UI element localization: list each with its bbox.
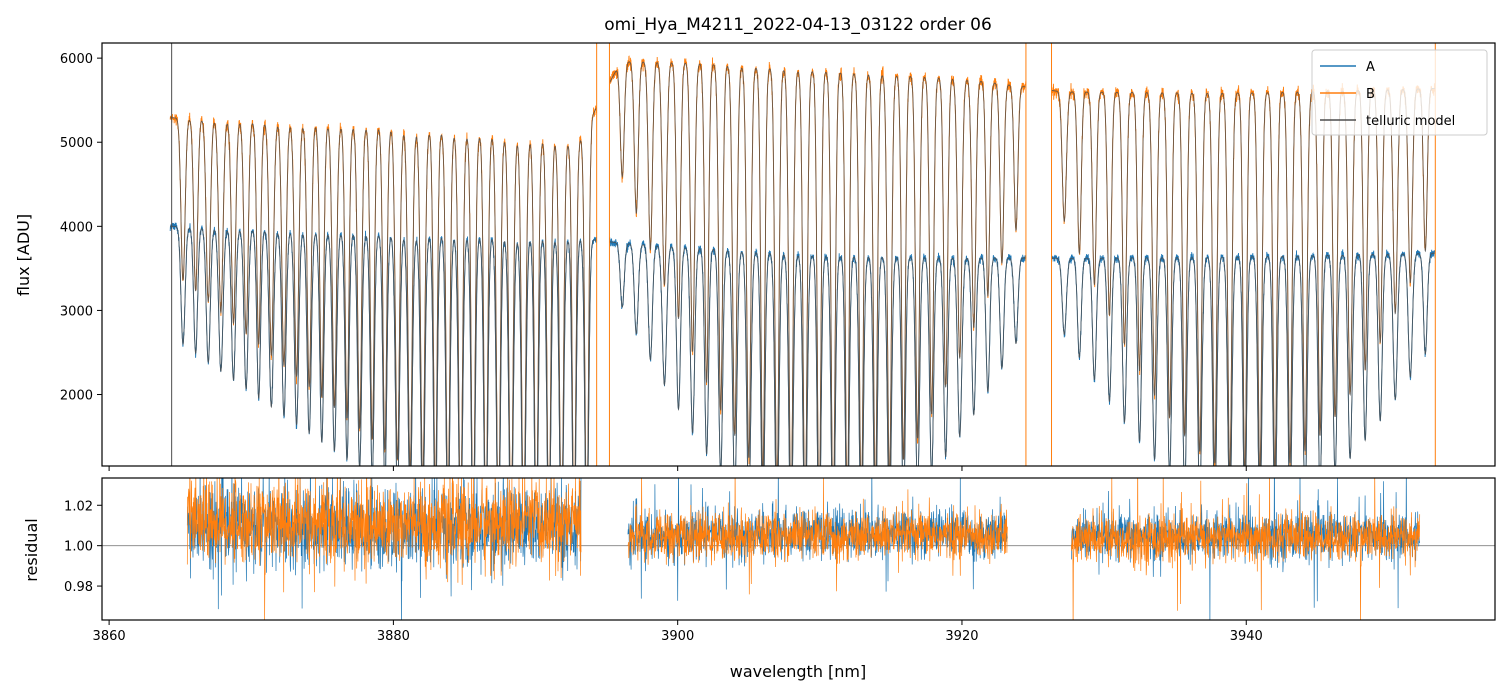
telluric-model-a-line bbox=[170, 225, 597, 466]
top-plot-area bbox=[169, 43, 1436, 466]
telluric-model-a-line bbox=[609, 241, 1026, 466]
top-y-axis-label: flux [ADU] bbox=[14, 214, 33, 296]
legend-box bbox=[1311, 49, 1488, 136]
residual-b-line bbox=[186, 478, 582, 620]
bottom-x-tick-label: 3880 bbox=[377, 629, 410, 644]
top-y-tick-label: 2000 bbox=[60, 389, 93, 404]
residual-b-line bbox=[1071, 478, 1421, 620]
bottom-x-tick-label: 3940 bbox=[1230, 629, 1263, 644]
bottom-x-tick-label: 3900 bbox=[661, 629, 694, 644]
bottom-y-tick-label: 1.00 bbox=[64, 540, 93, 555]
bottom-y-tick-label: 1.02 bbox=[64, 499, 93, 514]
legend-label-telluric: telluric model bbox=[1366, 114, 1455, 129]
bottom-axes: 3860 3880 3900 3920 3940 0.98 1.00 1.02 bbox=[64, 499, 1263, 644]
top-y-tick-label: 5000 bbox=[60, 136, 93, 151]
telluric-model-a-line bbox=[1051, 252, 1436, 466]
legend-label-b: B bbox=[1366, 87, 1375, 102]
bottom-plot-area bbox=[102, 478, 1495, 620]
telluric-model-b-line bbox=[170, 107, 597, 466]
legend: A B telluric model bbox=[1311, 49, 1488, 136]
bottom-x-tick-label: 3860 bbox=[93, 629, 126, 644]
bottom-axes-frame bbox=[101, 477, 1496, 621]
residual-b-line bbox=[627, 478, 1008, 595]
top-axes: 2000 3000 4000 5000 6000 bbox=[60, 52, 1247, 471]
top-axes-frame bbox=[101, 42, 1496, 467]
bottom-y-axis-label: residual bbox=[22, 518, 41, 581]
telluric-model-b-line bbox=[609, 61, 1027, 466]
x-axis-label: wavelength [nm] bbox=[730, 662, 867, 681]
bottom-x-tick-label: 3920 bbox=[945, 629, 978, 644]
chart-title: omi_Hya_M4211_2022-04-13_03122 order 06 bbox=[604, 15, 992, 35]
top-y-tick-label: 6000 bbox=[60, 52, 93, 67]
top-y-tick-label: 3000 bbox=[60, 304, 93, 319]
top-y-tick-label: 4000 bbox=[60, 220, 93, 235]
bottom-y-tick-label: 0.98 bbox=[64, 580, 93, 595]
legend-label-a: A bbox=[1366, 60, 1375, 75]
